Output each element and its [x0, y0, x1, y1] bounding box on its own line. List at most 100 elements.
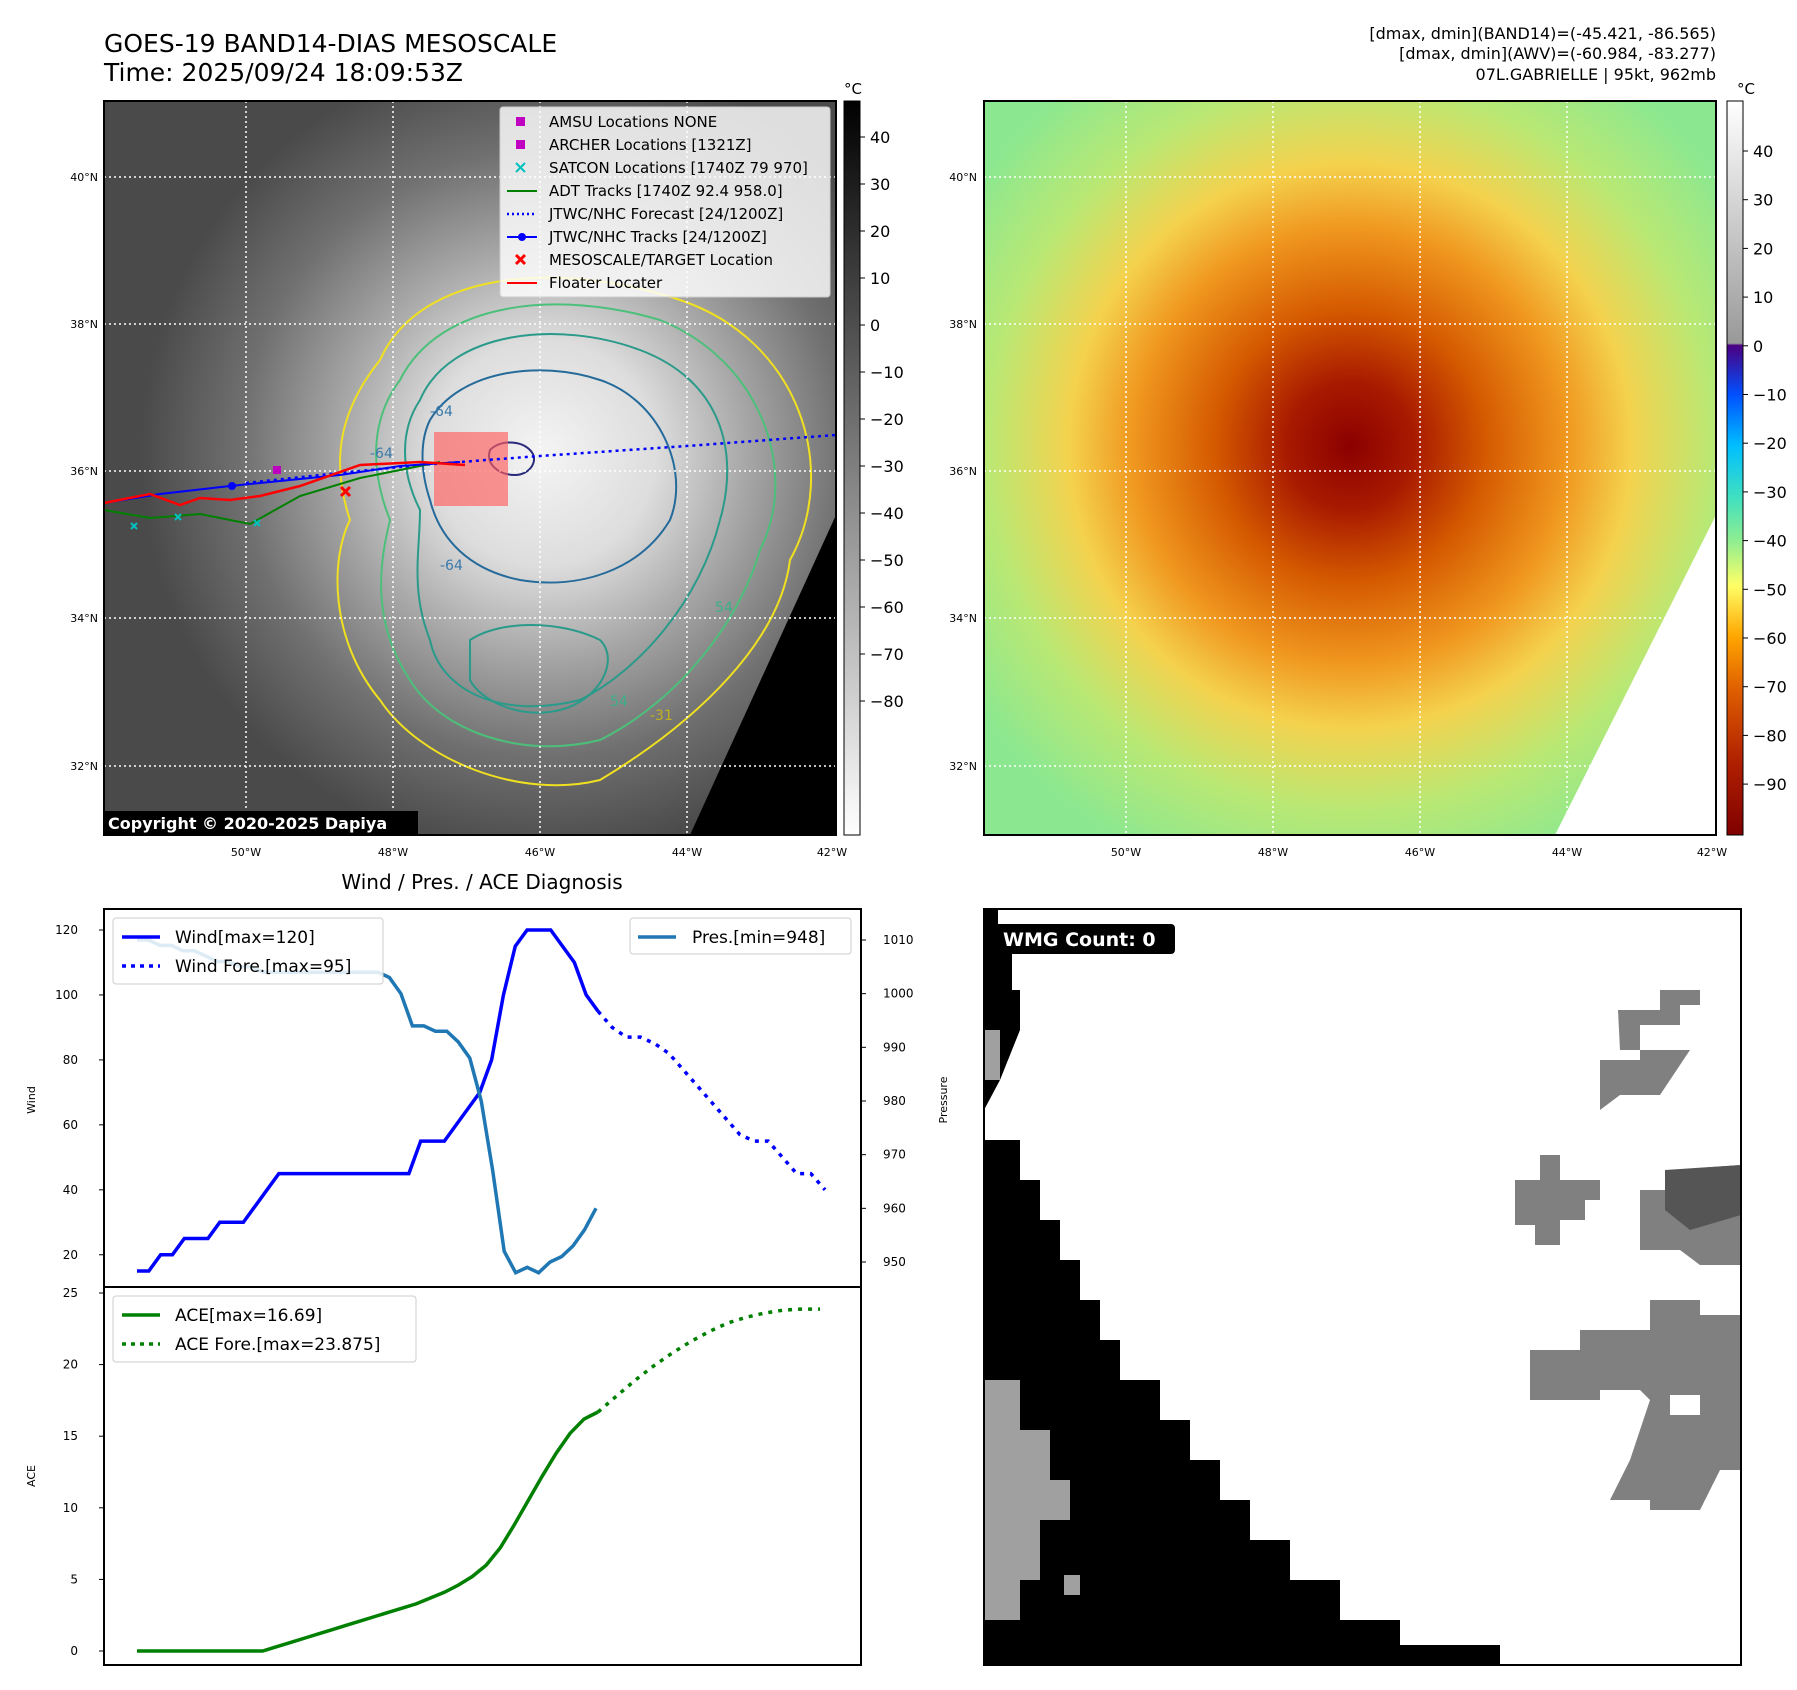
colorbar-tick-label: 10: [1753, 288, 1773, 307]
map2-lon-labels: 50°W 48°W 46°W 44°W 42°W: [1111, 846, 1727, 859]
ace-tick-label: 20: [63, 1358, 78, 1372]
lat-label: 36°N: [70, 465, 98, 478]
colorbar-tick-label: −40: [1753, 532, 1787, 551]
legend-pres: Pres.[min=948]: [692, 928, 825, 948]
lat-label: 34°N: [70, 612, 98, 625]
wind-pres-panel: 120 100 80 60 40 20 1010 1000 990 980 970 960 950 W…: [25, 908, 950, 1288]
legend-wind-fore: Wind Fore.[max=95]: [175, 957, 351, 977]
colorbar-unit: °C: [1737, 80, 1755, 98]
colorbar-tick-label: −60: [870, 598, 904, 617]
colorbar-tick-label: −40: [870, 504, 904, 523]
wmg-count: WMG Count: 0: [1003, 929, 1156, 951]
wind-line: [137, 928, 600, 1273]
colorbar-tick-label: −20: [870, 410, 904, 429]
ace-axis-label: ACE: [25, 1465, 38, 1487]
copyright: Copyright © 2020-2025 Dapiya: [108, 814, 387, 833]
contour-label: -64: [370, 446, 393, 462]
lon-label: 42°W: [1697, 846, 1727, 859]
legend-amsu: AMSU Locations NONE: [549, 113, 717, 131]
legend-adt: ADT Tracks [1740Z 92.4 958.0]: [549, 182, 783, 200]
contour-label: -64: [430, 404, 453, 420]
figure-timestamp: Time: 2025/09/24 18:09:53Z: [103, 58, 463, 87]
colorbar-tick-label: 40: [1753, 142, 1773, 161]
legend-ace: ACE[max=16.69]: [175, 1306, 322, 1326]
lat-label: 38°N: [70, 318, 98, 331]
contour-label: 54: [715, 600, 733, 616]
lat-label: 40°N: [949, 171, 977, 184]
legend-floater: Floater Locater: [549, 274, 663, 292]
lat-label: 32°N: [949, 760, 977, 773]
colorbar-tick-label: −70: [870, 645, 904, 664]
no-data-wedge: [1555, 515, 1716, 835]
lon-label: 50°W: [1111, 846, 1141, 859]
info-awv: [dmax, dmin](AWV)=(-60.984, -83.277): [1399, 44, 1716, 63]
lon-label: 50°W: [231, 846, 261, 859]
colorbar-tick-label: −80: [1753, 726, 1787, 745]
lat-label: 36°N: [949, 465, 977, 478]
contour-label: 54: [610, 694, 628, 710]
forecast-track: [245, 433, 836, 485]
wind-axis-label: Wind: [25, 1086, 38, 1114]
legend-mesoscale: MESOSCALE/TARGET Location: [549, 251, 773, 269]
colorbar-tick-label: 30: [870, 175, 890, 194]
colorbar-unit: °C: [844, 80, 862, 98]
info-band14: [dmax, dmin](BAND14)=(-45.421, -86.565): [1369, 24, 1716, 43]
nhc-track: [104, 461, 461, 504]
colorbar-tick-label: −50: [870, 551, 904, 570]
wind-tick-label: 20: [63, 1248, 78, 1262]
pressure-legend: Pres.[min=948]: [629, 917, 852, 955]
wind-tick-label: 80: [63, 1053, 78, 1067]
colorbar-tick-label: −80: [870, 692, 904, 711]
lon-label: 48°W: [378, 846, 408, 859]
colorbar-tick-label: −60: [1753, 629, 1787, 648]
colorbar-tick-label: 20: [870, 222, 890, 241]
map1-lat-labels: 40°N 38°N 36°N 34°N 32°N: [70, 171, 98, 773]
colorbar-tick-label: −10: [1753, 386, 1787, 405]
map-legend: AMSU Locations NONE ARCHER Locations [13…: [499, 106, 831, 298]
colorbar-tick-label: 0: [1753, 337, 1763, 356]
map1-frame: [103, 100, 837, 836]
pressure-tick-label: 960: [883, 1201, 906, 1215]
contour-label: -31: [650, 708, 673, 724]
pressure-tick-label: 950: [883, 1255, 906, 1269]
figure-title: GOES-19 BAND14-DIAS MESOSCALE: [104, 29, 557, 58]
pressure-tick-label: 980: [883, 1094, 906, 1108]
ace-tick-label: 25: [63, 1286, 78, 1300]
lon-label: 46°W: [525, 846, 555, 859]
wind-tick-label: 40: [63, 1183, 78, 1197]
wmg-panel: WMG Count: 0: [983, 908, 1742, 1666]
colorbar-gray: °C 40 30 20 10 0 −10 −20 −30 −40 −50 −60 −70 −80: [843, 80, 904, 836]
colorbar-tick-label: −10: [870, 363, 904, 382]
map1-lon-labels: 50°W 48°W 46°W 44°W 42°W: [231, 846, 847, 859]
legend-wind: Wind[max=120]: [175, 928, 315, 948]
adt-track: [104, 461, 441, 526]
colorbar-tick-label: −70: [1753, 678, 1787, 697]
archer-marker: [273, 466, 281, 474]
legend-satcon: SATCON Locations [1740Z 79 970]: [549, 159, 808, 177]
ace-legend: ACE[max=16.69] ACE Fore.[max=23.875]: [112, 1295, 417, 1363]
no-data-wedge: [690, 515, 836, 835]
pressure-axis-label: Pressure: [937, 1076, 950, 1123]
diag-title: Wind / Pres. / ACE Diagnosis: [341, 870, 622, 894]
lon-label: 44°W: [1552, 846, 1582, 859]
wind-tick-label: 100: [55, 988, 78, 1002]
legend-ace-fore: ACE Fore.[max=23.875]: [175, 1335, 380, 1355]
info-storm: 07L.GABRIELLE | 95kt, 962mb: [1476, 65, 1716, 84]
wind-forecast-line: [596, 1010, 827, 1191]
ace-tick-label: 10: [63, 1501, 78, 1515]
wind-tick-label: 60: [63, 1118, 78, 1132]
ace-tick-label: 15: [63, 1429, 78, 1443]
lat-label: 34°N: [949, 612, 977, 625]
colorbar-tick-label: 10: [870, 269, 890, 288]
lat-label: 32°N: [70, 760, 98, 773]
ir-color-map: [984, 101, 1716, 835]
map2-lat-labels: 40°N 38°N 36°N 34°N 32°N: [949, 171, 977, 773]
ace-line: [137, 1410, 599, 1653]
satcon-markers: [130, 513, 261, 530]
mesoscale-marker: [339, 485, 352, 498]
pressure-tick-label: 990: [883, 1040, 906, 1054]
colorbar-tick-label: 0: [870, 316, 880, 335]
pressure-tick-label: 1010: [883, 933, 914, 947]
lon-label: 44°W: [672, 846, 702, 859]
